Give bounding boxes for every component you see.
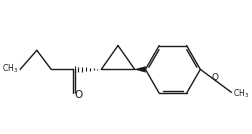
Text: O: O — [210, 73, 217, 83]
Text: $\mathsf{CH_3}$: $\mathsf{CH_3}$ — [2, 62, 18, 75]
Polygon shape — [134, 66, 145, 72]
Text: $\mathsf{CH_3}$: $\mathsf{CH_3}$ — [232, 87, 248, 100]
Text: O: O — [74, 90, 82, 100]
